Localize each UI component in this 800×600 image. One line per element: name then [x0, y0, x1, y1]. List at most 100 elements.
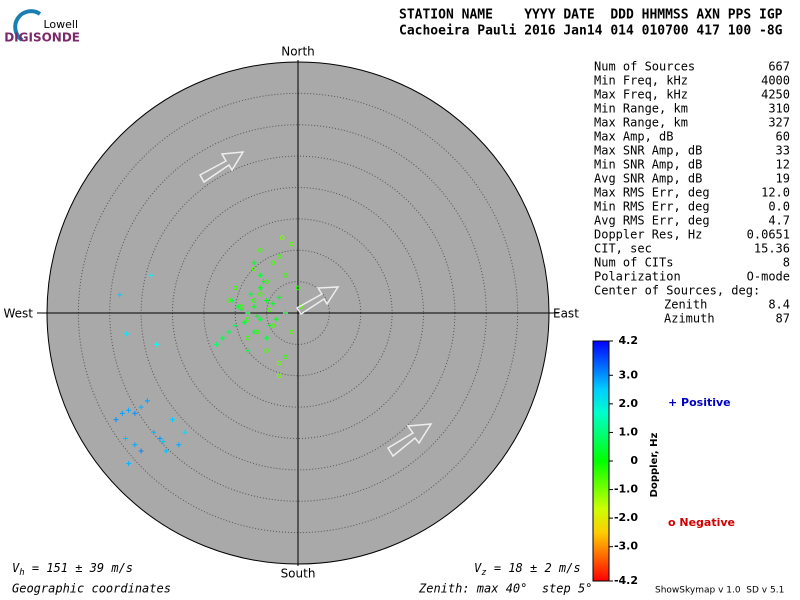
stat-value: 33 — [776, 144, 790, 158]
source-circle — [270, 323, 276, 328]
source-plus — [132, 442, 138, 448]
stat-label: CIT, sec — [594, 242, 652, 256]
direction-label: West — [3, 307, 33, 321]
vz-label: Vz = 18 ± 2 m/s — [474, 561, 581, 578]
source-circle — [289, 329, 295, 335]
source-plus — [170, 417, 175, 423]
colorbar-tick-label: 2.0 — [619, 397, 639, 410]
stat-label: Avg SNR Amp, dB — [594, 172, 702, 186]
direction-label: North — [281, 45, 315, 59]
source-plus — [273, 316, 279, 322]
source-circle — [258, 247, 263, 253]
stat-value: 8.4 — [768, 298, 790, 312]
stat-label: Doppler Res, Hz — [594, 228, 702, 242]
arrow — [386, 423, 433, 458]
source-circle — [239, 304, 244, 310]
stat-value: 19 — [776, 172, 790, 186]
source-plus — [282, 310, 288, 316]
legend-negative: o Negative — [668, 516, 735, 529]
source-circle — [245, 316, 251, 322]
source-circle — [254, 329, 260, 335]
stat-value: 4.7 — [768, 214, 790, 228]
colorbar-tick-label: 1.0 — [619, 425, 639, 438]
symbol: V — [12, 561, 20, 575]
source-plus — [257, 272, 263, 278]
source-circle — [283, 273, 288, 278]
stat-value: 12.0 — [761, 186, 790, 200]
value: = 151 ± 39 m/s — [25, 561, 133, 575]
source-plus — [151, 429, 157, 435]
source-circle — [276, 373, 282, 379]
arrow — [198, 151, 245, 184]
source-plus — [251, 304, 257, 310]
source-plus — [245, 310, 251, 316]
stat-value: 4000 — [761, 74, 790, 88]
stat-value: 8 — [783, 256, 790, 270]
stat-label: Polarization — [594, 270, 681, 284]
direction-label: East — [553, 307, 579, 321]
stat-value: 327 — [768, 116, 790, 130]
source-circle — [270, 260, 276, 266]
source-plus — [257, 316, 263, 322]
source-plus — [213, 341, 219, 347]
colorbar-tick-label: -2.0 — [614, 511, 638, 524]
colorbar-tick-label: -4.2 — [614, 574, 638, 587]
source-circle — [258, 291, 263, 297]
symbol: V — [474, 561, 482, 575]
drift-arrows — [198, 151, 433, 458]
source-plus — [132, 410, 138, 416]
subscript: h — [19, 568, 24, 578]
stat-label: Min SNR Amp, dB — [594, 158, 702, 172]
stat-label: Min Freq, kHz — [594, 74, 688, 88]
legend-positive: + Positive — [668, 396, 731, 409]
source-plus — [226, 329, 232, 335]
logo-top: Lowell — [43, 18, 78, 31]
stat-label: Center of Sources, deg: — [594, 284, 760, 298]
source-plus — [163, 448, 169, 454]
vh-label: Vh = 151 ± 39 m/s — [12, 561, 133, 578]
source-plus — [248, 291, 254, 297]
source-circle — [264, 348, 269, 353]
source-plus — [182, 429, 188, 435]
source-circle — [283, 354, 288, 360]
stat-value: 60 — [776, 130, 790, 144]
source-plus — [232, 323, 238, 329]
header-line: Cachoeira Pauli 2016 Jan14 014 010700 41… — [399, 24, 783, 39]
source-plus — [117, 292, 123, 298]
source-plus — [220, 335, 226, 341]
stat-label: Zenith — [664, 298, 707, 312]
source-plus — [138, 404, 144, 410]
colorbar-tick-label: 3.0 — [619, 368, 639, 381]
stat-label: Max Amp, dB — [594, 130, 673, 144]
source-circle — [276, 360, 282, 366]
stat-value: 12 — [776, 158, 790, 172]
stat-label: Max Freq, kHz — [594, 88, 688, 102]
stat-value: 15.36 — [754, 242, 790, 256]
stat-value: 310 — [768, 102, 790, 116]
stat-label: Num of CITs — [594, 256, 673, 270]
source-plus — [176, 442, 182, 448]
stat-label: Num of Sources — [594, 60, 695, 74]
stat-value: 667 — [768, 60, 790, 74]
source-plus — [257, 285, 263, 291]
source-circle — [264, 279, 269, 284]
stat-value: 0.0651 — [747, 228, 790, 242]
source-plus — [126, 407, 132, 413]
stat-label: Min RMS Err, deg — [594, 200, 710, 214]
colorbar-tick-label: 4.2 — [619, 334, 639, 347]
arrow — [295, 286, 340, 316]
direction-label: South — [281, 567, 316, 581]
logo-swirl — [13, 9, 42, 42]
source-circle — [245, 335, 251, 341]
source-circle — [251, 298, 257, 303]
stat-label: Avg RMS Err, deg — [594, 214, 710, 228]
source-plus — [154, 341, 160, 347]
source-plus — [264, 297, 270, 303]
source-plus — [122, 436, 128, 441]
stat-value: O-mode — [747, 270, 790, 284]
source-circle — [251, 266, 257, 272]
colorbar-tick-label: -3.0 — [614, 540, 638, 553]
source-circle — [267, 307, 273, 313]
skymap-plot: North South West East — [3, 45, 579, 581]
